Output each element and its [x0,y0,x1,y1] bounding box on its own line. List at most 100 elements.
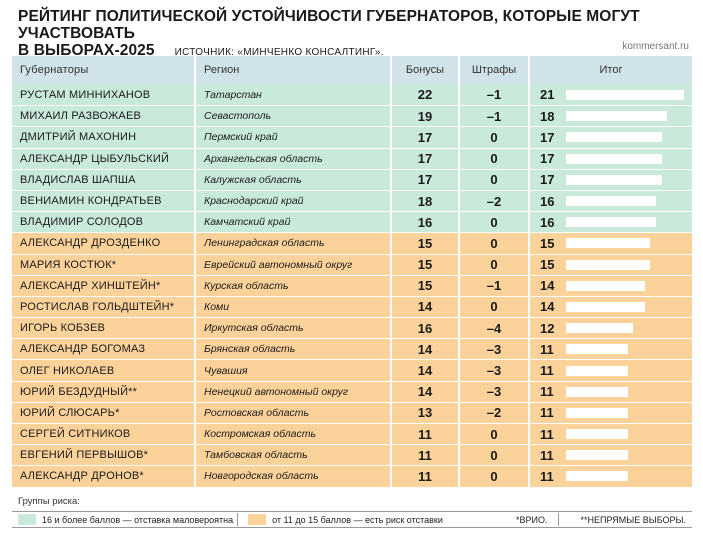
total-cell: 12 [530,318,692,338]
total-cell: 14 [530,297,692,317]
bonus-value: 17 [392,148,460,169]
table-row: ДМИТРИЙ МАХОНИН Пермский край 17 0 17 [12,126,692,148]
legend-text-green: 16 и более баллов — отставка маловероятн… [42,514,234,525]
footnotes: *ВРИО. **НЕПРЯМЫЕ ВЫБОРЫ. [510,513,692,526]
region-name: Еврейский автономный округ [196,254,392,275]
governor-name: МИХАИЛ РАЗВОЖАЕВ [12,106,196,127]
region-name: Камчатский край [196,212,392,233]
bonus-value: 14 [392,296,460,318]
bonus-value: 11 [392,424,460,445]
region-name: Севастополь [196,106,392,127]
fine-value: –1 [460,275,530,296]
governor-name: ДМИТРИЙ МАХОНИН [12,127,196,148]
governor-name: АЛЕКСАНДР ЦЫБУЛЬСКИЙ [12,148,196,169]
source-note: ИСТОЧНИК: «МИНЧЕНКО КОНСАЛТИНГ». [174,47,384,58]
region-name: Чувашия [196,360,392,381]
rating-table: Губернаторы Регион Бонусы Штрафы Итог РУ… [12,56,692,487]
total-bar [566,301,645,312]
col-header-total: Итог [599,64,623,76]
table-row: РУСТАМ МИННИХАНОВ Татарстан 22 –1 21 [12,84,692,106]
governor-name: ВЛАДИМИР СОЛОДОВ [12,212,196,233]
table-row: АЛЕКСАНДР БОГОМАЗ Брянская область 14 –3 11 [12,338,692,360]
region-name: Курская область [196,275,392,296]
total-cell: 15 [530,255,692,275]
total-bar [566,407,628,418]
governor-name: ЮРИЙ СЛЮСАРЬ* [12,402,196,423]
total-cell: 11 [530,424,692,444]
total-value: 17 [540,129,555,145]
table-row: МАРИЯ КОСТЮК* Еврейский автономный округ 1… [12,253,692,275]
total-cell: 11 [530,403,692,423]
region-name: Архангельская область [196,148,392,169]
total-bar [566,238,650,249]
total-bar [566,365,628,376]
total-cell: 11 [530,382,692,402]
table-row: РОСТИСЛАВ ГОЛЬДШТЕЙН* Коми 14 0 14 [12,295,692,318]
region-name: Татарстан [196,84,392,106]
bonus-value: 16 [392,318,460,339]
total-value: 17 [540,172,555,188]
total-value: 15 [540,235,555,251]
bonus-value: 15 [392,254,460,275]
total-bar [566,153,662,164]
fine-value: –2 [460,190,530,212]
total-cell: 17 [530,170,692,190]
table-row: АЛЕКСАНДР ЦЫБУЛЬСКИЙ Архангельская област… [12,147,692,169]
table-row: СЕРГЕЙ СИТНИКОВ Костромская область 11 0 11 [12,423,692,445]
total-bar [566,217,656,228]
bonus-value: 11 [392,445,460,466]
table-row: ЮРИЙ БЕЗДУДНЫЙ** Ненецкий автономный окру… [12,380,692,402]
region-name: Костромская область [196,424,392,445]
table-row: ЮРИЙ СЛЮСАРЬ* Ростовская область 13 –2 11 [12,401,692,423]
table-row: ИГОРЬ КОБЗЕВ Иркутская область 16 –4 12 [12,317,692,339]
total-bar [566,323,633,334]
total-cell: 11 [530,360,692,380]
total-bar [566,429,628,440]
legend-item-green: 16 и более баллов — отставка маловероятн… [12,514,233,525]
region-name: Ленинградская область [196,233,392,254]
fine-value: –2 [460,402,530,423]
total-cell: 11 [530,466,692,486]
fine-value: 0 [460,169,530,190]
bonus-value: 17 [392,127,460,148]
total-value: 14 [540,278,555,294]
bonus-value: 15 [392,275,460,296]
site-credit: kommersant.ru [622,41,689,52]
bonus-value: 17 [392,169,460,190]
fine-value: –1 [460,84,530,106]
total-value: 16 [540,214,555,230]
fine-value: –4 [460,318,530,339]
table-row: АЛЕКСАНДР ХИНШТЕЙН* Курская область 15 –1 14 [12,274,692,296]
governor-name: РОСТИСЛАВ ГОЛЬДШТЕЙН* [12,296,196,318]
region-name: Краснодарский край [196,190,392,212]
legend-item-orange: от 11 до 15 баллов — есть риск отставки [242,514,443,525]
bonus-value: 16 [392,212,460,233]
total-bar [566,344,628,355]
governor-name: РУСТАМ МИННИХАНОВ [12,84,196,106]
col-header-region: Регион [196,56,392,84]
total-value: 11 [540,384,554,400]
table-row: ЕВГЕНИЙ ПЕРВЫШОВ* Тамбовская область 11 0 11 [12,444,692,466]
fine-value: 0 [460,148,530,169]
governor-name: СЕРГЕЙ СИТНИКОВ [12,424,196,445]
total-value: 16 [540,193,555,209]
col-header-name: Губернаторы [12,56,196,84]
table-body: РУСТАМ МИННИХАНОВ Татарстан 22 –1 21 МИХАИЛ Р… [12,84,692,487]
legend-swatch-green [18,514,36,525]
chart-title: РЕЙТИНГ ПОЛИТИЧЕСКОЙ УСТОЙЧИВОСТИ ГУБЕРН… [18,8,658,61]
bonus-value: 18 [392,190,460,212]
total-value: 17 [540,151,555,167]
total-bar [566,132,662,143]
fine-value: 0 [460,212,530,233]
governor-name: ОЛЕГ НИКОЛАЕВ [12,360,196,381]
governor-name: ЕВГЕНИЙ ПЕРВЫШОВ* [12,445,196,466]
total-cell: 18 [530,106,692,126]
total-value: 11 [540,447,554,463]
table-row: АЛЕКСАНДР ДРОНОВ* Новгородская область 11 0… [12,465,692,487]
total-value: 11 [540,363,554,379]
total-value: 18 [540,108,555,124]
fine-value: –3 [460,360,530,381]
total-cell: 17 [530,149,692,169]
total-cell: 16 [530,212,692,232]
total-cell: 15 [530,233,692,253]
